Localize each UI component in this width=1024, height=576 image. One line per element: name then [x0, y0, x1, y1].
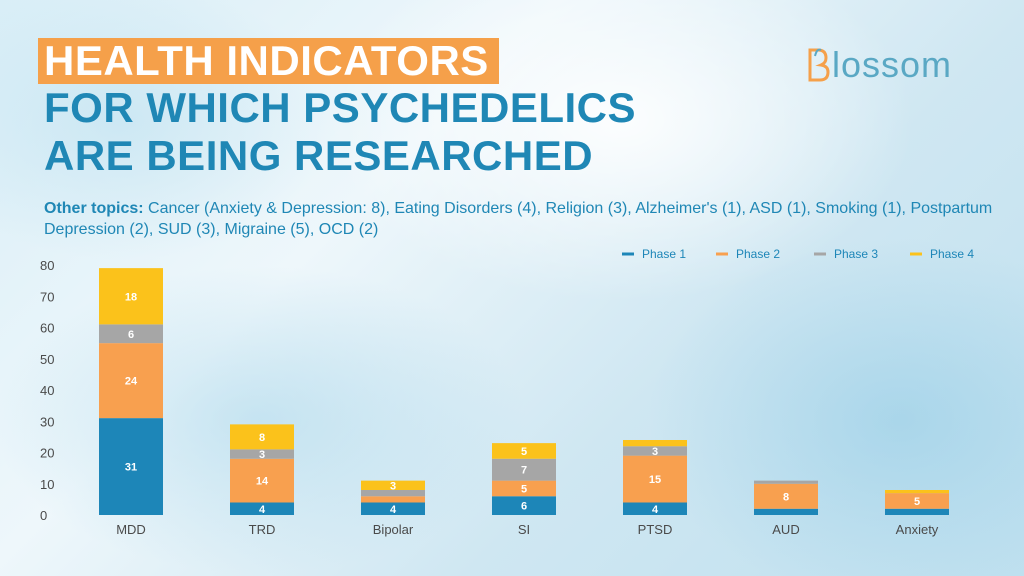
legend-label: Phase 4 [930, 247, 974, 261]
bar-segment-aud-phase-2 [754, 483, 818, 509]
data-label: 4 [652, 504, 659, 516]
other-topics-lead: Other topics: [44, 200, 144, 217]
y-tick-label: 60 [40, 321, 54, 336]
bar-segment-si-phase-1 [492, 496, 556, 515]
data-label: 5 [521, 483, 527, 495]
x-tick-label: SI [518, 522, 530, 537]
data-label: 7 [521, 465, 527, 477]
legend-label: Phase 1 [642, 247, 686, 261]
x-tick-label: Anxiety [896, 522, 939, 537]
logo-text: lossom [832, 44, 953, 85]
bar-segment-aud-phase-3 [754, 480, 818, 484]
bar-segment-anxiety-phase-2 [885, 493, 949, 509]
bar-segment-si-phase-4 [492, 443, 556, 459]
y-tick-label: 30 [40, 414, 54, 429]
x-tick-label: PTSD [638, 522, 673, 537]
bar-segment-anxiety-phase-1 [885, 508, 949, 515]
data-label: 5 [521, 446, 527, 458]
data-label: 6 [128, 329, 134, 341]
legend-label: Phase 2 [736, 247, 780, 261]
logo: lossom [806, 44, 952, 86]
bar-segment-ptsd-phase-4 [623, 440, 687, 447]
other-topics-text: Cancer (Anxiety & Depression: 8), Eating… [44, 200, 993, 238]
bar-segment-bipolar-phase-1 [361, 502, 425, 515]
title-line-2: FOR WHICH PSYCHEDELICS [44, 84, 637, 131]
y-tick-label: 50 [40, 352, 54, 367]
bar-segment-si-phase-2 [492, 480, 556, 497]
data-label: 3 [652, 446, 658, 458]
bar-segment-mdd-phase-2 [99, 343, 163, 419]
bar-segment-si-phase-3 [492, 458, 556, 481]
data-label: 6 [521, 501, 527, 513]
title-block: HEALTH INDICATORS FOR WHICH PSYCHEDELICS… [38, 38, 636, 180]
bar-segment-bipolar-phase-4 [361, 480, 425, 490]
bar-segment-anxiety-phase-4 [885, 490, 949, 494]
y-tick-label: 0 [40, 508, 47, 523]
y-tick-label: 80 [40, 258, 54, 273]
y-tick-label: 40 [40, 383, 54, 398]
bar-segment-mdd-phase-3 [99, 324, 163, 344]
data-label: 14 [256, 476, 269, 488]
bar-segment-aud-phase-1 [754, 508, 818, 515]
bar-segment-ptsd-phase-2 [623, 455, 687, 503]
data-label: 24 [125, 376, 138, 388]
bar-segment-trd-phase-1 [230, 502, 294, 515]
data-label: 4 [259, 504, 266, 516]
bar-segment-ptsd-phase-3 [623, 446, 687, 456]
bar-segment-bipolar-phase-3 [361, 490, 425, 497]
x-tick-label: Bipolar [373, 522, 414, 537]
bar-segment-ptsd-phase-1 [623, 502, 687, 515]
bar-segment-mdd-phase-1 [99, 418, 163, 515]
bar-segment-bipolar-phase-2 [361, 496, 425, 503]
legend-label: Phase 3 [834, 247, 878, 261]
blossom-b-logo-icon [808, 48, 830, 82]
data-label: 15 [649, 474, 661, 486]
data-label: 31 [125, 462, 137, 474]
x-tick-label: AUD [772, 522, 799, 537]
data-label: 4 [390, 504, 397, 516]
bar-segment-mdd-phase-4 [99, 268, 163, 325]
x-tick-label: TRD [249, 522, 276, 537]
data-label: 3 [390, 480, 396, 492]
data-label: 18 [125, 291, 137, 303]
data-label: 3 [259, 449, 265, 461]
y-tick-label: 70 [40, 289, 54, 304]
title-line-3: ARE BEING RESEARCHED [44, 132, 594, 179]
title-line-1: HEALTH INDICATORS [38, 38, 499, 84]
data-label: 8 [259, 432, 265, 444]
x-tick-label: MDD [116, 522, 146, 537]
bar-segment-trd-phase-4 [230, 424, 294, 450]
bar-segment-trd-phase-2 [230, 458, 294, 503]
data-label: 8 [783, 491, 789, 503]
y-tick-label: 20 [40, 446, 54, 461]
data-label: 5 [914, 496, 920, 508]
bar-segment-trd-phase-3 [230, 449, 294, 459]
y-tick-label: 10 [40, 477, 54, 492]
other-topics: Other topics: Cancer (Anxiety & Depressi… [44, 198, 1004, 240]
